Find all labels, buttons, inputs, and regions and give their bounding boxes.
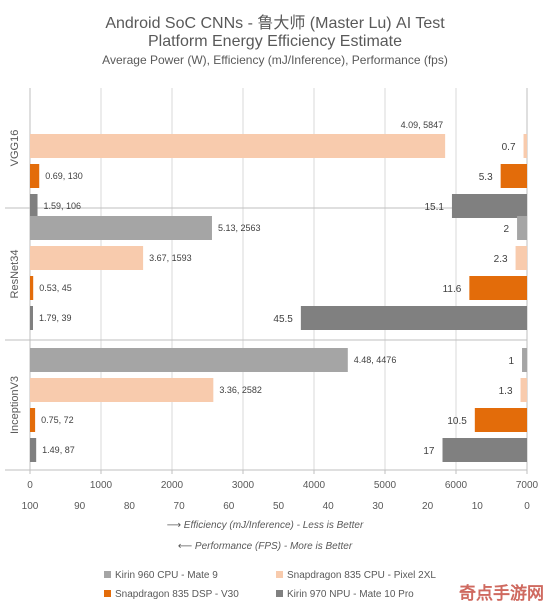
fps-tick-label-20: 20 (422, 501, 434, 512)
category-label-vgg16: VGG16 (9, 130, 21, 167)
efficiency-label-inceptionv3-2: 0.75, 72 (41, 415, 74, 425)
fps-bar-resnet34-0 (517, 216, 527, 240)
efficiency-label-resnet34-0: 5.13, 2563 (218, 223, 261, 233)
efficiency-label-vgg16-3: 1.59, 106 (44, 201, 82, 211)
fps-tick-label-100: 100 (22, 501, 39, 512)
bar-layer: 4.09, 5847 0.7 0.69, 130 5.3 1.59, 106 15.1 5.… (30, 120, 527, 462)
efficiency-bar-inceptionv3-3 (30, 438, 37, 462)
fps-tick-label-80: 80 (124, 501, 136, 512)
efficiency-bar-vgg16-1 (30, 134, 446, 158)
efficiency-label-inceptionv3-1: 3.36, 2582 (219, 385, 262, 395)
fps-label-vgg16-3: 15.1 (424, 202, 444, 213)
efficiency-tick-label-2000: 2000 (161, 480, 184, 491)
efficiency-label-vgg16-2: 0.69, 130 (45, 171, 83, 181)
legend-label-2: Snapdragon 835 DSP - V30 (115, 589, 239, 600)
fps-tick-label-0: 0 (524, 501, 530, 512)
fps-tick-label-30: 30 (372, 501, 384, 512)
efficiency-tick-label-1000: 1000 (90, 480, 113, 491)
efficiency-tick-label-7000: 7000 (516, 480, 539, 491)
efficiency-bar-resnet34-1 (30, 246, 144, 270)
efficiency-bar-resnet34-2 (30, 276, 34, 300)
efficiency-bar-resnet34-0 (30, 216, 212, 240)
efficiency-bar-vgg16-2 (30, 164, 40, 188)
efficiency-label-resnet34-1: 3.67, 1593 (149, 253, 192, 263)
chart-subtitle: Platform Energy Efficiency Estimate (147, 33, 403, 50)
efficiency-tick-label-0: 0 (27, 480, 33, 491)
fps-label-inceptionv3-1: 1.3 (499, 386, 513, 397)
efficiency-axis-note: ⟶ Efficiency (mJ/Inference) - Less is Be… (167, 520, 364, 531)
fps-axis-note: ⟵ Performance (FPS) - More is Better (178, 541, 353, 552)
efficiency-tick-label-6000: 6000 (445, 480, 468, 491)
efficiency-tick-label-4000: 4000 (303, 480, 326, 491)
legend-label-3: Kirin 970 NPU - Mate 10 Pro (287, 589, 414, 600)
fps-label-inceptionv3-2: 10.5 (447, 416, 467, 427)
efficiency-bar-inceptionv3-1 (30, 378, 214, 402)
efficiency-label-resnet34-3: 1.79, 39 (39, 313, 72, 323)
legend-layer: Kirin 960 CPU - Mate 9 Snapdragon 835 CPU… (104, 570, 436, 600)
category-label-inceptionv3: InceptionV3 (9, 376, 21, 434)
fps-tick-label-90: 90 (74, 501, 86, 512)
chart-units-subtitle: Average Power (W), Efficiency (mJ/Infere… (102, 53, 448, 67)
category-label-resnet34: ResNet34 (9, 250, 21, 299)
fps-tick-label-70: 70 (174, 501, 186, 512)
fps-label-resnet34-1: 2.3 (494, 254, 508, 265)
fps-bar-inceptionv3-3 (442, 438, 527, 462)
efficiency-tick-label-3000: 3000 (232, 480, 255, 491)
legend-swatch-0 (104, 571, 111, 578)
chart-title: Android SoC CNNs - 鲁大师 (Master Lu) AI Te… (105, 15, 445, 32)
group-layer: VGG16 ResNet34 InceptionV3 (5, 130, 527, 434)
legend-swatch-2 (104, 590, 111, 597)
legend-swatch-1 (276, 571, 283, 578)
fps-label-resnet34-3: 45.5 (273, 314, 293, 325)
fps-bar-resnet34-2 (469, 276, 527, 300)
fps-bar-vgg16-1 (523, 134, 527, 158)
fps-tick-label-40: 40 (323, 501, 335, 512)
efficiency-bar-inceptionv3-2 (30, 408, 36, 432)
fps-bar-vgg16-2 (500, 164, 527, 188)
efficiency-label-vgg16-1: 4.09, 5847 (401, 120, 444, 130)
efficiency-bar-resnet34-3 (30, 306, 33, 330)
legend-label-0: Kirin 960 CPU - Mate 9 (115, 570, 218, 581)
fps-tick-label-50: 50 (273, 501, 285, 512)
fps-bar-vgg16-3 (451, 194, 527, 218)
fps-tick-label-10: 10 (472, 501, 484, 512)
fps-label-vgg16-2: 5.3 (479, 172, 493, 183)
fps-bar-resnet34-1 (515, 246, 527, 270)
legend-label-1: Snapdragon 835 CPU - Pixel 2XL (287, 570, 436, 581)
efficiency-label-inceptionv3-0: 4.48, 4476 (354, 355, 397, 365)
efficiency-bar-inceptionv3-0 (30, 348, 348, 372)
efficiency-tick-label-5000: 5000 (374, 480, 397, 491)
efficiency-bar-vgg16-3 (30, 194, 38, 218)
fps-label-vgg16-1: 0.7 (502, 142, 516, 153)
efficiency-label-inceptionv3-3: 1.49, 87 (42, 445, 75, 455)
legend-swatch-3 (276, 590, 283, 597)
fps-bar-resnet34-3 (300, 306, 527, 330)
fps-bar-inceptionv3-0 (522, 348, 527, 372)
fps-tick-label-60: 60 (223, 501, 235, 512)
fps-label-resnet34-0: 2 (503, 224, 509, 235)
fps-bar-inceptionv3-1 (520, 378, 527, 402)
fps-label-inceptionv3-0: 1 (508, 356, 514, 367)
fps-label-inceptionv3-3: 17 (423, 446, 435, 457)
watermark-logo: 奇点手游网 (459, 584, 544, 604)
fps-label-resnet34-2: 11.6 (443, 284, 462, 295)
efficiency-label-resnet34-2: 0.53, 45 (39, 283, 72, 293)
fps-bar-inceptionv3-2 (474, 408, 527, 432)
